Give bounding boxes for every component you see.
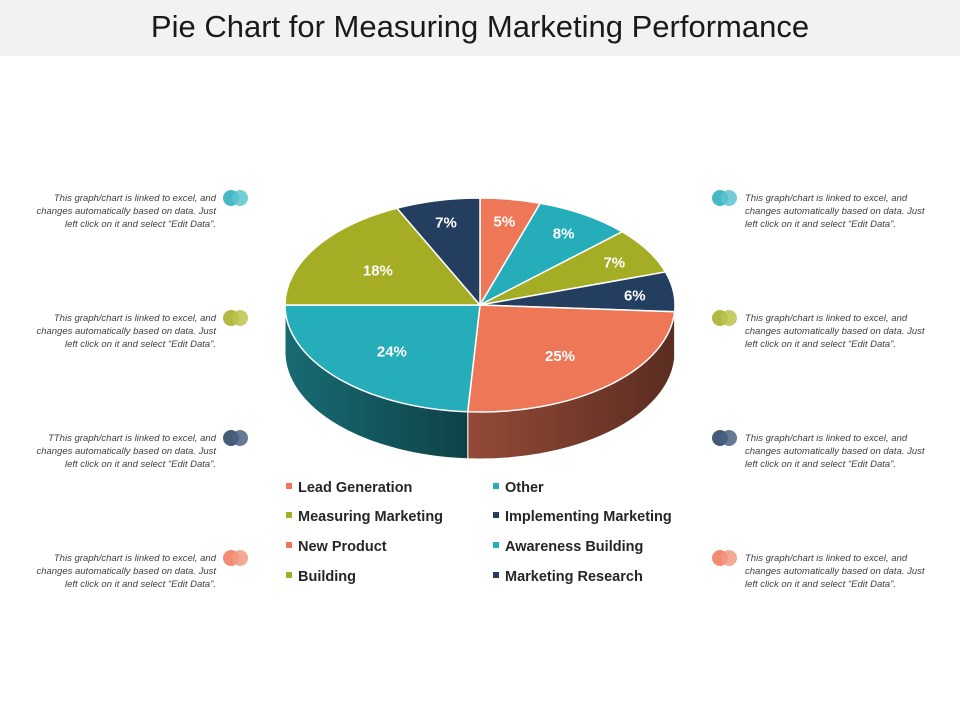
note-right-1: This graph/chart is linked to excel, and…	[745, 193, 925, 230]
pie-data-label: 7%	[603, 254, 625, 271]
pie-slice	[395, 197, 481, 308]
pie-data-label: 24%	[377, 343, 407, 360]
legend-item: Implementing Marketing	[493, 509, 672, 525]
legend-swatch	[286, 483, 292, 490]
teal-circles-icon	[223, 190, 251, 206]
note-left-1: This graph/chart is linked to excel, and…	[36, 193, 216, 230]
legend-swatch	[286, 542, 292, 549]
legend-label: Building	[298, 569, 356, 585]
navy-circles-icon	[712, 430, 740, 446]
legend-item: New Product	[286, 539, 387, 555]
legend-swatch	[493, 512, 499, 519]
navy-circles-icon	[223, 430, 251, 446]
legend-item: Awareness Building	[493, 539, 643, 555]
legend-swatch	[493, 572, 499, 579]
pie-slice	[466, 304, 676, 413]
legend-item: Measuring Marketing	[286, 509, 443, 525]
title-bar: Pie Chart for Measuring Marketing Perfor…	[0, 0, 960, 56]
legend-swatch	[493, 542, 499, 549]
pie-slice	[284, 304, 481, 413]
legend-swatch	[286, 512, 292, 519]
pie-data-label: 8%	[553, 226, 575, 243]
legend-label: Implementing Marketing	[505, 509, 672, 525]
note-right-4: This graph/chart is linked to excel, and…	[745, 553, 925, 590]
note-left-2: This graph/chart is linked to excel, and…	[36, 313, 216, 350]
pie-data-label: 5%	[494, 214, 516, 231]
legend-label: Lead Generation	[298, 480, 413, 496]
legend-item: Marketing Research	[493, 569, 643, 585]
note-left-3: TThis graph/chart is linked to excel, an…	[36, 433, 216, 470]
orange-circles-icon	[712, 550, 740, 566]
legend-label: Awareness Building	[505, 539, 644, 555]
pie-slice	[284, 207, 482, 306]
legend-item: Other	[493, 480, 544, 496]
pie-data-label: 6%	[624, 287, 646, 304]
note-right-3: This graph/chart is linked to excel, and…	[745, 433, 925, 470]
legend-label: New Product	[298, 539, 387, 555]
legend-item: Building	[286, 569, 356, 585]
pie-data-label: 7%	[435, 215, 457, 232]
pie-slice	[478, 202, 624, 307]
pie-data-label: 25%	[545, 348, 575, 365]
note-left-4: This graph/chart is linked to excel, and…	[36, 553, 216, 590]
legend-label: Measuring Marketing	[298, 509, 444, 525]
legend-label: Marketing Research	[505, 569, 643, 585]
page-title: Pie Chart for Measuring Marketing Perfor…	[150, 9, 810, 44]
legend-item: Lead Generation	[286, 480, 412, 496]
legend-label: Other	[505, 480, 544, 496]
olive-circles-icon	[223, 310, 251, 326]
legend-swatch	[493, 483, 499, 490]
legend-swatch	[286, 572, 292, 579]
pie-data-label: 18%	[363, 263, 393, 280]
teal-circles-icon	[712, 190, 740, 206]
orange-circles-icon	[223, 550, 251, 566]
note-right-2: This graph/chart is linked to excel, and…	[745, 313, 925, 350]
olive-circles-icon	[712, 310, 740, 326]
